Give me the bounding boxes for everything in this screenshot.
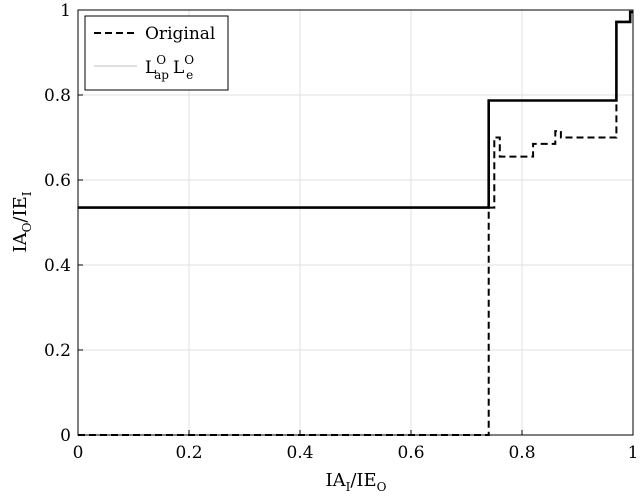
x-tick-label: 0.4 [286, 443, 313, 463]
series-layer [78, 10, 633, 436]
legend-label-lap-le: LO ap LO e [145, 53, 194, 82]
y-tick-label: 1 [60, 1, 71, 21]
x-ticks: 0 0.2 0.4 0.6 0.8 1 [73, 430, 639, 463]
y-tick-label: 0.8 [44, 86, 71, 106]
series-line-2 [78, 10, 633, 209]
x-tick-label: 0.6 [397, 443, 424, 463]
y-tick-label: 0 [60, 426, 71, 446]
y-tick-label: 0.2 [44, 341, 71, 361]
plot-frame [77, 9, 634, 436]
x-tick-label: 1 [628, 443, 639, 463]
x-axis-title: IAI/IEO [325, 470, 386, 494]
legend: Original LO ap LO e [84, 15, 229, 91]
legend-label-original: Original [145, 24, 215, 44]
y-ticks: 0 0.2 0.4 0.6 0.8 1 [44, 1, 83, 446]
y-tick-label: 0.6 [44, 171, 71, 191]
y-tick-label: 0.4 [44, 256, 71, 276]
x-tick-label: 0.8 [508, 443, 535, 463]
y-axis-title: IAO/IEI [10, 191, 34, 252]
x-tick-label: 0 [73, 443, 84, 463]
x-tick-label: 0.2 [175, 443, 202, 463]
legend-box [84, 15, 229, 91]
